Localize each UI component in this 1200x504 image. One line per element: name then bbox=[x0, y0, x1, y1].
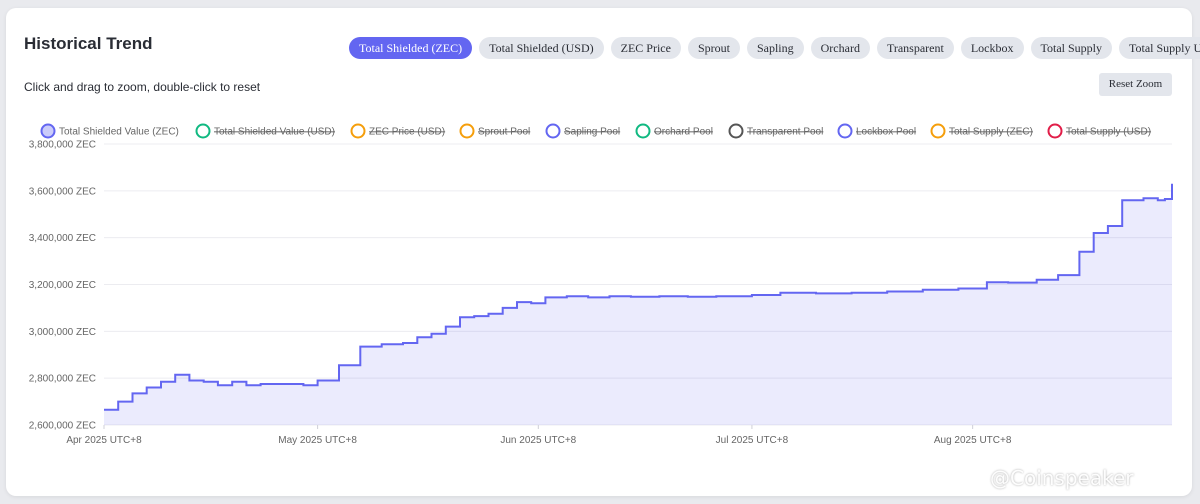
y-tick-label: 3,000,000 ZEC bbox=[29, 327, 96, 338]
tab-zec-price[interactable]: ZEC Price bbox=[610, 37, 681, 59]
tab-total-supply-usd[interactable]: Total Supply USD bbox=[1119, 37, 1200, 59]
legend-item[interactable]: Transparent Pool bbox=[728, 123, 824, 139]
x-tick-label: Aug 2025 UTC+8 bbox=[934, 435, 1012, 446]
legend-label: Sapling Pool bbox=[564, 127, 620, 138]
legend-item[interactable]: Orchard Pool bbox=[635, 123, 713, 139]
legend-marker bbox=[728, 123, 744, 139]
x-tick-label: Jul 2025 UTC+8 bbox=[716, 435, 789, 446]
legend-label: Total Supply (ZEC) bbox=[949, 127, 1033, 138]
legend-item[interactable]: Sprout Pool bbox=[459, 123, 531, 139]
tab-transparent[interactable]: Transparent bbox=[876, 37, 954, 59]
y-tick-label: 2,800,000 ZEC bbox=[29, 374, 96, 385]
legend-marker bbox=[635, 123, 651, 139]
historical-trend-card bbox=[6, 8, 1192, 496]
tab-orchard[interactable]: Orchard bbox=[810, 37, 870, 59]
legend-item[interactable]: Sapling Pool bbox=[545, 123, 621, 139]
legend-marker bbox=[837, 123, 853, 139]
legend-item[interactable]: Lockbox Pool bbox=[837, 123, 917, 139]
series-line bbox=[104, 183, 1173, 411]
x-tick-label: Jun 2025 UTC+8 bbox=[500, 435, 576, 446]
legend-label: ZEC Price (USD) bbox=[369, 127, 445, 138]
legend-label: Sprout Pool bbox=[478, 127, 530, 138]
x-tick-label: May 2025 UTC+8 bbox=[278, 435, 357, 446]
zoom-hint: Click and drag to zoom, double-click to … bbox=[24, 80, 261, 94]
metric-tabs: Total Shielded (ZEC) Total Shielded (USD… bbox=[349, 37, 1200, 59]
y-tick-label: 3,800,000 ZEC bbox=[29, 140, 96, 151]
tab-total-supply[interactable]: Total Supply bbox=[1030, 37, 1112, 59]
tab-sapling[interactable]: Sapling bbox=[746, 37, 804, 59]
legend-item[interactable]: Total Shielded Value (USD) bbox=[195, 123, 336, 139]
legend-label: Total Shielded Value (USD) bbox=[214, 127, 335, 138]
x-tick-label: Apr 2025 UTC+8 bbox=[66, 435, 142, 446]
reset-zoom-button[interactable]: Reset Zoom bbox=[1099, 73, 1172, 96]
legend-marker bbox=[545, 123, 561, 139]
legend-item[interactable]: Total Shielded Value (ZEC) bbox=[40, 123, 179, 139]
legend-marker bbox=[350, 123, 366, 139]
y-tick-label: 3,200,000 ZEC bbox=[29, 280, 96, 291]
legend-marker bbox=[40, 123, 56, 139]
legend-marker bbox=[930, 123, 946, 139]
coinspeaker-watermark: @Coinspeaker bbox=[990, 466, 1134, 490]
tab-total-shielded-usd[interactable]: Total Shielded (USD) bbox=[479, 37, 604, 59]
y-tick-label: 3,400,000 ZEC bbox=[29, 233, 96, 244]
legend-label: Transparent Pool bbox=[747, 127, 823, 138]
tab-sprout[interactable]: Sprout bbox=[687, 37, 740, 59]
tab-lockbox[interactable]: Lockbox bbox=[960, 37, 1024, 59]
legend-item[interactable]: ZEC Price (USD) bbox=[350, 123, 446, 139]
legend-label: Lockbox Pool bbox=[856, 127, 916, 138]
legend-label: Orchard Pool bbox=[654, 127, 713, 138]
tab-total-shielded-zec[interactable]: Total Shielded (ZEC) bbox=[349, 37, 473, 59]
legend-item[interactable]: Total Supply (USD) bbox=[1047, 123, 1152, 139]
series-area bbox=[104, 183, 1172, 425]
y-tick-label: 3,600,000 ZEC bbox=[29, 186, 96, 197]
legend-marker bbox=[195, 123, 211, 139]
legend-label: Total Supply (USD) bbox=[1066, 127, 1151, 138]
y-tick-label: 2,600,000 ZEC bbox=[29, 421, 96, 432]
card-title: Historical Trend bbox=[24, 34, 153, 53]
legend-marker bbox=[1047, 123, 1063, 139]
legend-label: Total Shielded Value (ZEC) bbox=[59, 127, 179, 138]
legend-item[interactable]: Total Supply (ZEC) bbox=[930, 123, 1033, 139]
legend-marker bbox=[459, 123, 475, 139]
